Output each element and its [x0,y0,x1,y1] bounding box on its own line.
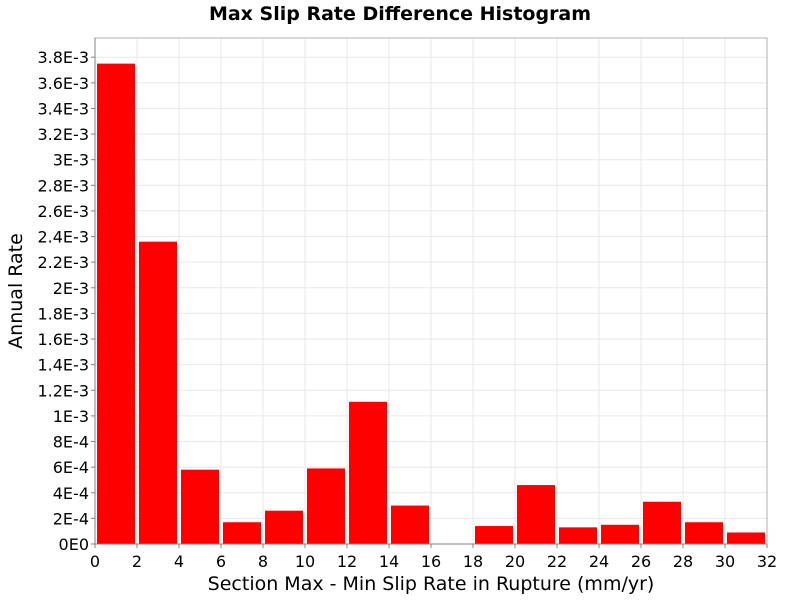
x-tick-label: 28 [673,552,693,571]
x-tick-label: 4 [174,552,184,571]
y-axis-label: Annual Rate [5,233,27,349]
histogram-bar [181,469,219,544]
y-tick-label: 6E-4 [53,458,89,477]
histogram-bar [559,527,597,544]
bars [97,63,765,545]
y-tick-label: 4E-4 [53,484,89,503]
x-tick-label: 16 [421,552,441,571]
histogram-bar [727,532,765,544]
y-tick-label: 3.2E-3 [37,125,89,144]
x-tick-label: 0 [90,552,100,571]
chart-title: Max Slip Rate Difference Histogram [209,3,591,25]
y-tick-label: 3.6E-3 [37,74,89,93]
y-tick-label: 3.8E-3 [37,48,89,67]
histogram-bar [391,505,429,544]
x-tick-label: 18 [463,552,483,571]
x-tick-label: 6 [216,552,226,571]
y-axis-ticks: 0E0 2E-4 4E-4 6E-4 8E-4 1E-3 1.2E-3 1.4E-3 1.6E-… [37,48,95,554]
histogram-bar [685,522,723,544]
histogram-bar [517,485,555,544]
y-tick-label: 1.4E-3 [37,356,89,375]
y-tick-label: 1.6E-3 [37,330,89,349]
histogram-bar [97,63,135,545]
x-axis-label: Section Max - Min Slip Rate in Rupture (… [208,573,655,595]
y-tick-label: 2E-4 [53,509,89,528]
histogram-bar [307,468,345,544]
y-tick-label: 2.2E-3 [37,253,89,272]
y-tick-label: 8E-4 [53,433,89,452]
x-tick-label: 20 [505,552,525,571]
y-tick-label: 1.2E-3 [37,381,89,400]
y-tick-label: 1E-3 [53,407,89,426]
histogram-bar [223,522,261,544]
y-tick-label: 1.8E-3 [37,304,89,323]
x-tick-label: 24 [589,552,609,571]
x-tick-label: 12 [337,552,357,571]
histogram-bar [643,501,681,544]
histogram-bar [349,401,387,544]
x-tick-label: 22 [547,552,567,571]
x-tick-label: 2 [132,552,142,571]
y-tick-label: 2.6E-3 [37,202,89,221]
x-tick-label: 10 [295,552,315,571]
x-tick-label: 26 [631,552,651,571]
grid-lines [94,38,768,545]
x-tick-label: 32 [757,552,777,571]
y-tick-label: 3.4E-3 [37,99,89,118]
histogram-bar [265,510,303,544]
y-tick-label: 3E-3 [53,151,89,170]
y-tick-label: 2.8E-3 [37,176,89,195]
x-tick-label: 30 [715,552,735,571]
y-tick-label: 2.4E-3 [37,228,89,247]
y-tick-label: 0E0 [59,535,89,554]
x-axis-ticks: 0 2 4 6 8 10 12 14 16 18 20 22 24 26 28 30 32 [90,544,777,571]
histogram-bar [475,526,513,544]
x-tick-label: 8 [258,552,268,571]
y-tick-label: 2E-3 [53,279,89,298]
histogram-bar [601,524,639,544]
histogram-bar [139,241,177,544]
x-tick-label: 14 [379,552,399,571]
